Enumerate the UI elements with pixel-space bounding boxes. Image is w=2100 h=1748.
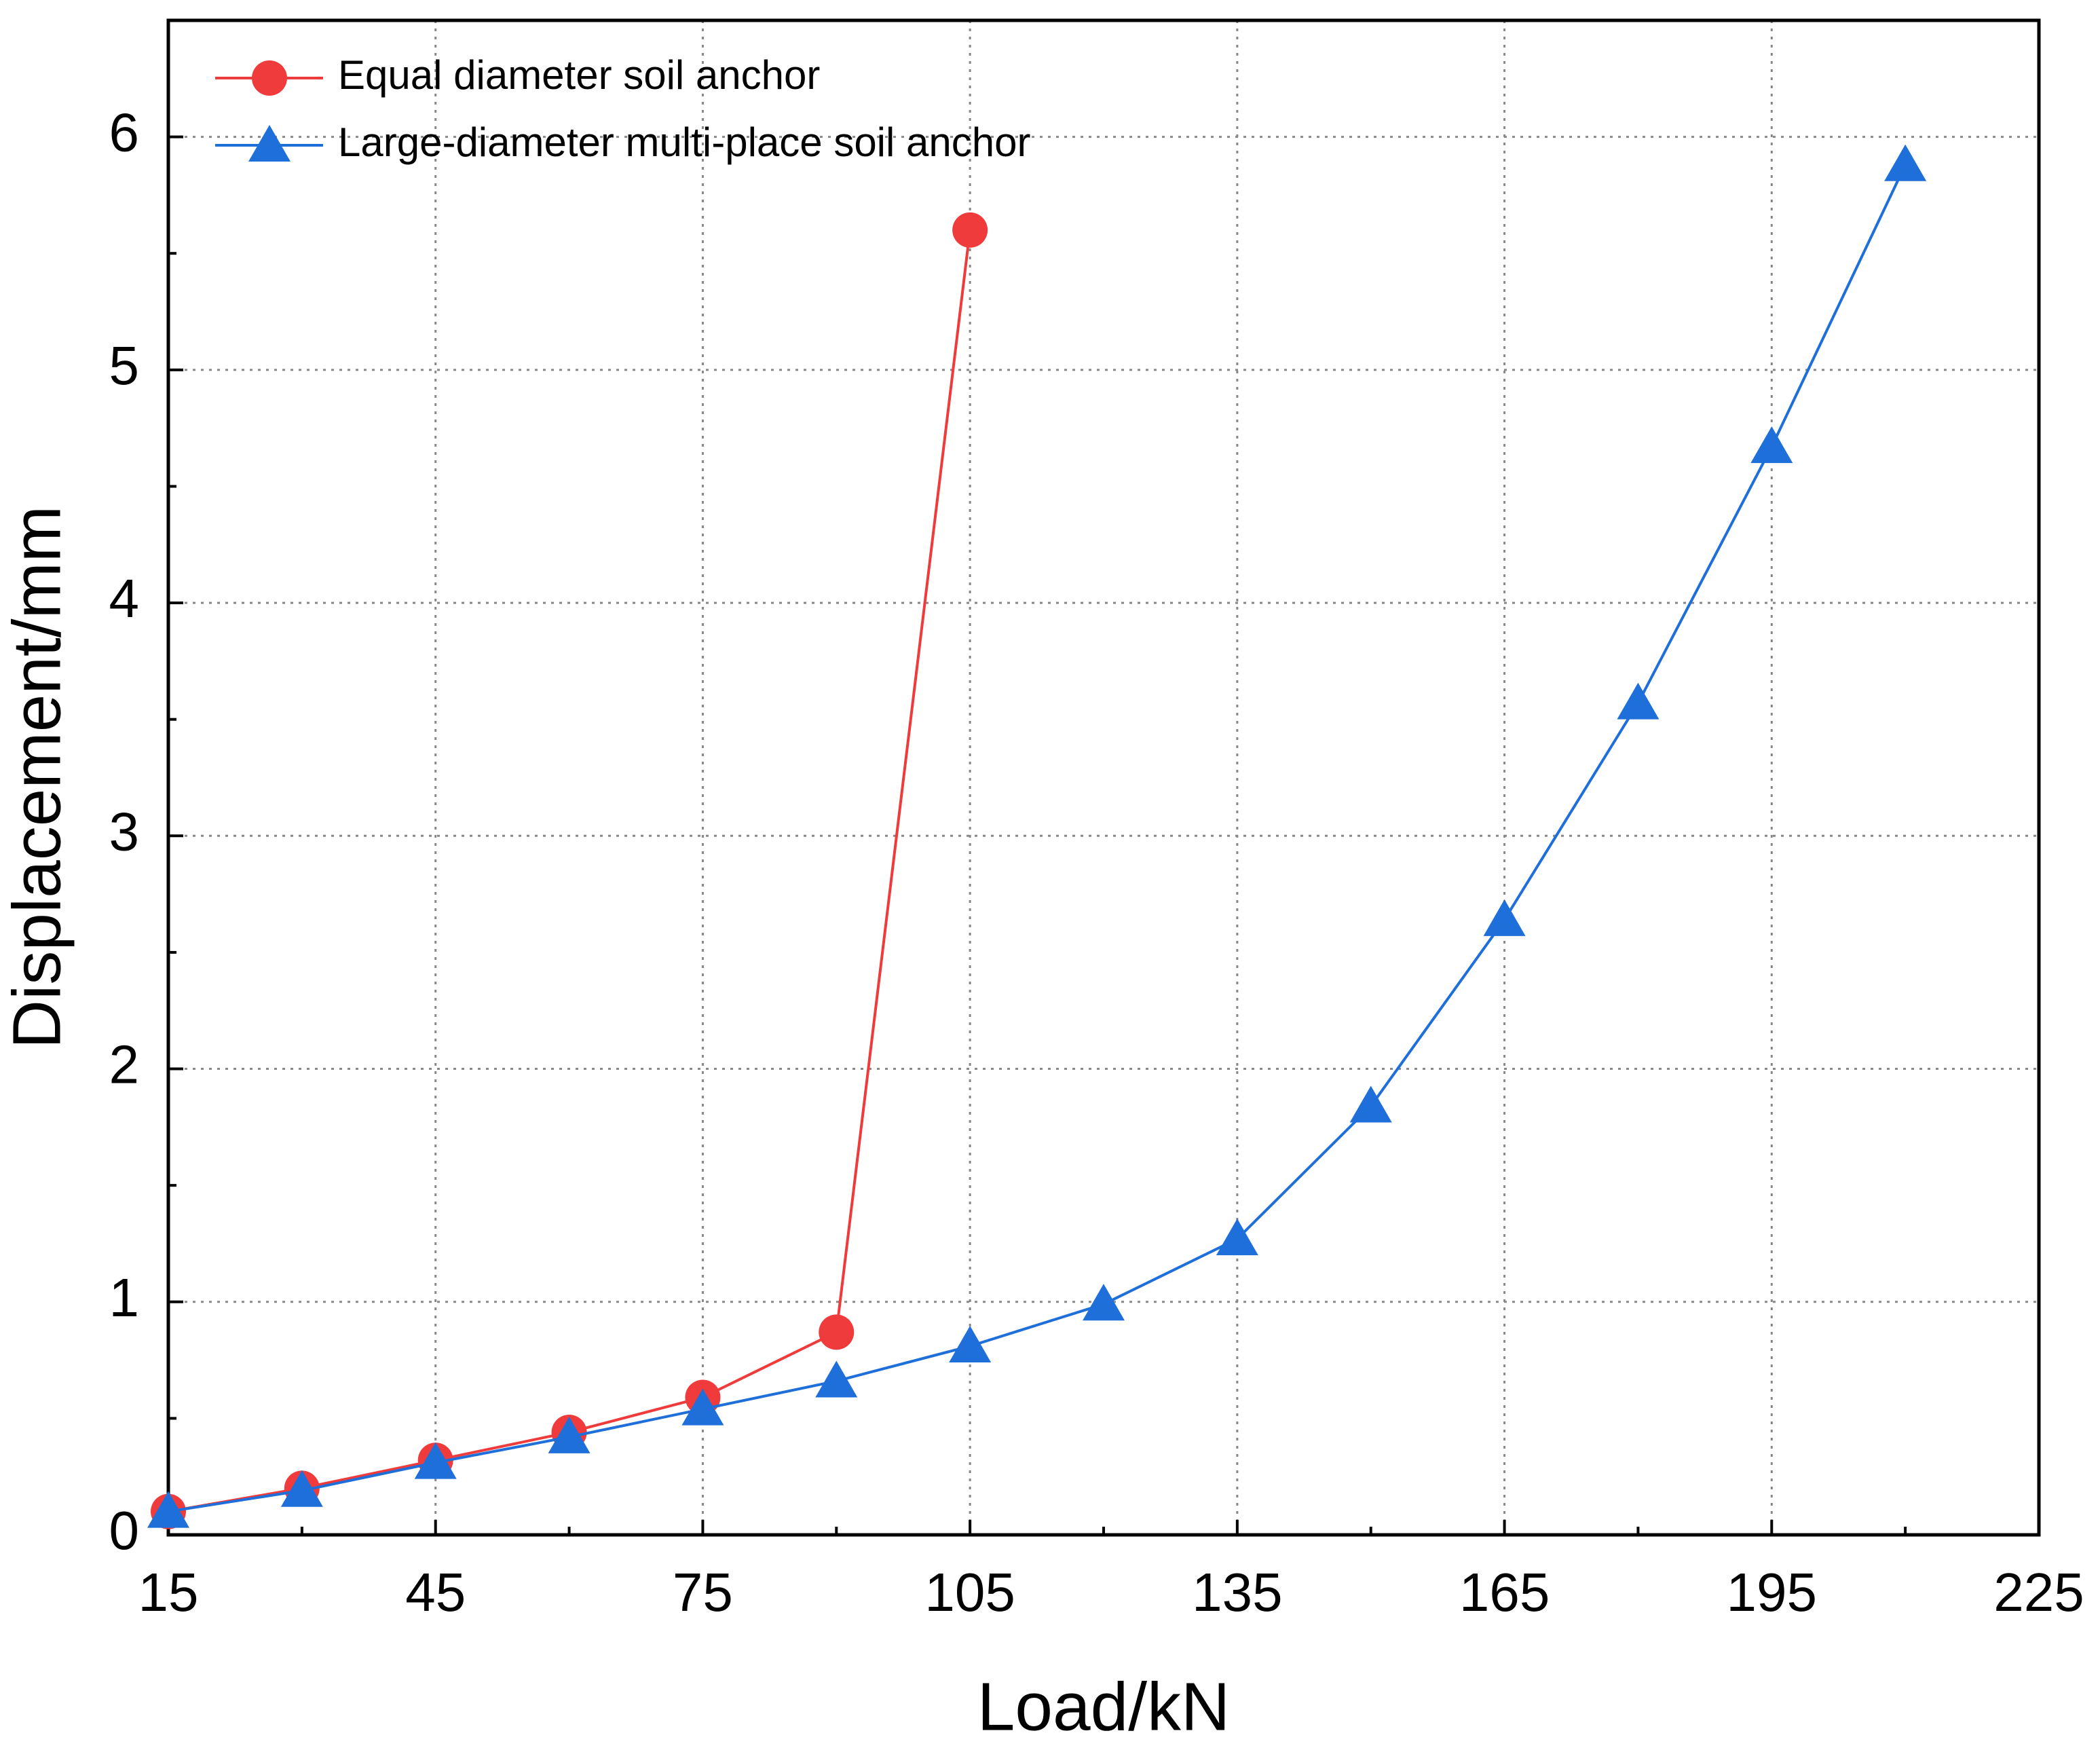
series-line [168,229,972,1513]
marker [1349,1085,1392,1123]
marker [414,1442,457,1479]
x-tick-label: 105 [924,1562,1015,1622]
plot-frame [166,18,2041,1537]
legend-label: Large-diameter multi-place soil anchor [338,119,1030,165]
y-tick-label: 1 [109,1267,140,1328]
marker [1483,899,1526,936]
x-tick-label: 135 [1192,1562,1282,1622]
y-tick-label: 4 [109,568,140,629]
x-tick-label: 75 [673,1562,733,1622]
x-tick-label: 165 [1459,1562,1550,1622]
x-axis-title: Load/kN [977,1669,1230,1745]
y-tick-label: 2 [109,1035,140,1095]
x-tick-label: 45 [405,1562,466,1622]
x-tick-label: 225 [1993,1562,2084,1622]
marker [952,212,988,248]
marker [815,1360,858,1398]
y-tick-label: 0 [109,1500,140,1561]
y-tick-label: 3 [109,801,140,861]
y-tick-label: 6 [109,103,140,163]
marker [1083,1284,1125,1321]
marker [1617,682,1660,720]
x-tick-label: 15 [138,1562,199,1622]
marker [1884,144,1927,181]
marker [548,1416,590,1453]
x-tick-label: 195 [1727,1562,1817,1622]
marker [147,1491,189,1528]
legend-label: Equal diameter soil anchor [338,52,820,98]
marker [1216,1219,1258,1256]
marker [819,1314,855,1350]
legend-marker [252,60,287,96]
y-tick-label: 5 [109,335,140,396]
marker [1750,426,1793,464]
marker [949,1325,992,1362]
y-axis-title: Displacement/mm [0,506,75,1049]
marker [681,1388,724,1426]
series-line [168,164,1907,1513]
marker [280,1470,323,1507]
legend-marker [248,125,290,162]
